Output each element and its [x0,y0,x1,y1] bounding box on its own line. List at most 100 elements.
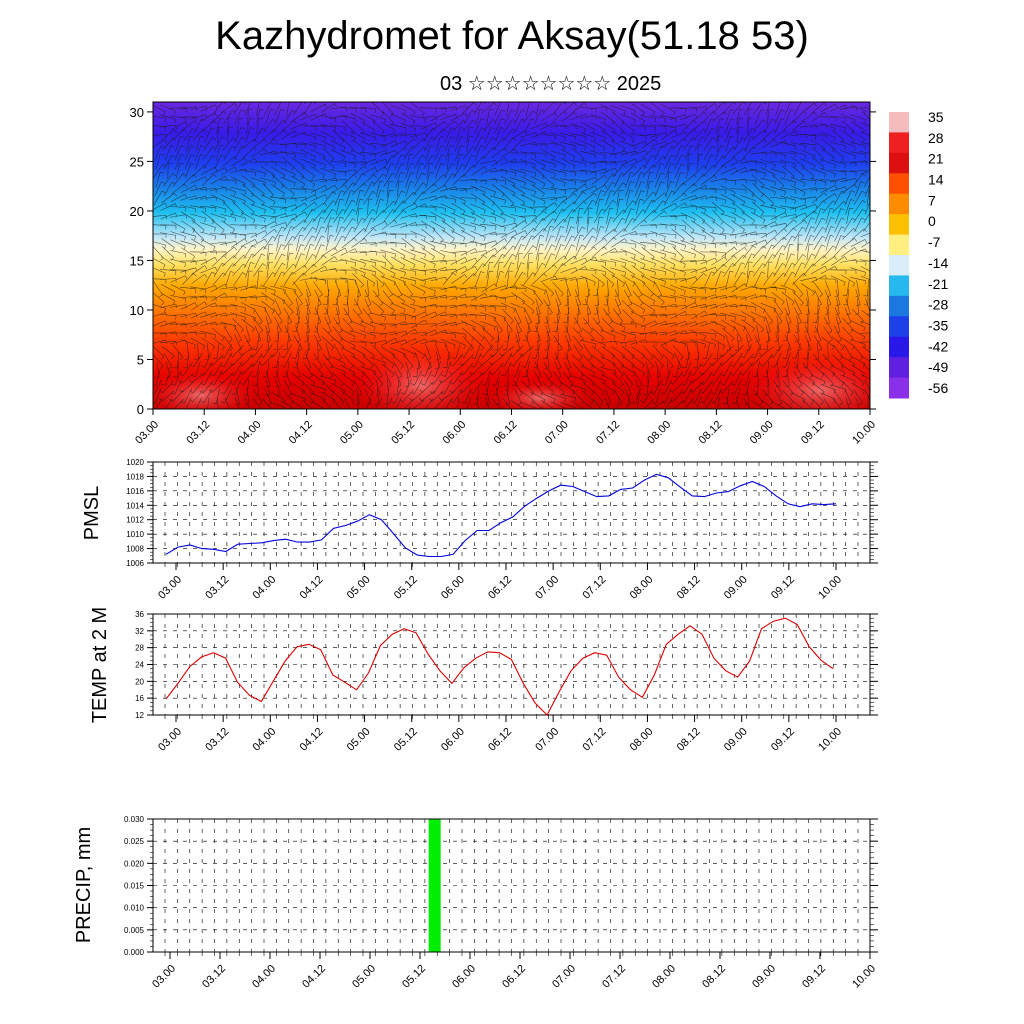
colorbar-labels: 35 28 21 14 7 0 -7 -14 -21 -28 -35 -42 -49 -56 [928,109,948,396]
pmsl-x-tick-label: 03.00 [156,574,184,602]
pmsl-x-tick-label: 07.00 [533,574,561,602]
temp-x-tick-label: 09.00 [722,726,750,754]
pmsl-x-tick-label: 09.12 [769,574,797,602]
heatmap-x-tick-label: 04.00 [236,419,264,447]
colorbar-swatch [889,336,909,358]
colorbar-swatches [889,112,909,399]
precip-x-tick-label: 08.12 [700,963,728,991]
heatmap-x-tick-label: 04.12 [287,419,315,447]
precip-x-tick-label: 05.00 [350,963,378,991]
colorbar-label: -7 [928,234,941,250]
colorbar-swatch [889,214,909,236]
pmsl-y-tick-label: 1012 [126,516,144,525]
colorbar-swatch [889,275,909,297]
precip-y-tick-label: 0.020 [124,859,145,868]
colorbar-swatch [889,377,909,399]
pmsl-y-tick-label: 1020 [126,458,144,467]
temp-x-tick-label: 08.00 [628,726,656,754]
precip-x-axis: 03.00 03.12 04.00 04.12 05.00 05.12 06.00 06.12… [150,952,878,991]
heatmap-x-tick-label: 09.00 [748,419,776,447]
precip-y-label: PRECIP, mm [73,827,95,943]
heatmap-x-tick-label: 06.12 [492,419,520,447]
colorbar-swatch [889,173,909,195]
temp-grid [153,613,870,719]
colorbar-label: -42 [928,338,948,354]
colorbar-label: -14 [928,255,948,271]
temp-x-tick-label: 08.12 [675,726,703,754]
temp-x-axis: 03.00 03.12 04.00 04.12 05.00 05.12 06.00 06.12… [156,715,844,754]
pmsl-y-tick-label: 1014 [126,501,144,510]
pmsl-x-tick-label: 10.00 [816,574,844,602]
pmsl-y-tick-label: 1018 [126,472,144,481]
pmsl-x-tick-label: 05.12 [392,574,420,602]
colorbar-swatch [889,295,909,317]
temp-series [165,617,834,716]
heatmap-x-tick-label: 08.12 [697,419,725,447]
colorbar-swatch [889,234,909,256]
pmsl-grid [153,461,870,567]
temp-x-tick-label: 06.12 [486,726,514,754]
temp-y-label: TEMP at 2 M [89,607,111,723]
precip-y-tick-label: 0.030 [124,815,145,824]
colorbar-label: 21 [928,151,944,167]
temp-x-tick-label: 10.00 [816,726,844,754]
heatmap-y-axis: 0 5 10 15 20 25 30 [130,105,876,417]
colorbar-swatch [889,112,909,133]
colorbar-label: -35 [928,317,948,333]
pmsl-x-tick-label: 08.00 [628,574,656,602]
temp-x-tick-label: 03.12 [203,726,231,754]
temp-y-tick-label: 28 [135,644,144,653]
precip-y-tick-label: 0.000 [124,948,145,957]
pmsl-x-tick-label: 04.00 [250,574,278,602]
heatmap-x-tick-label: 07.00 [543,419,571,447]
colorbar-label: -49 [928,359,948,375]
colorbar-swatch [889,255,909,276]
precip-y-tick-label: 0.005 [124,926,145,935]
heatmap-x-tick-label: 03.00 [133,419,161,447]
pmsl-y-label: PMSL [81,486,103,540]
precip-x-tick-label: 09.00 [750,963,778,991]
precip-grid [153,818,870,956]
wind-barbs [153,102,870,409]
precip-x-tick-label: 04.00 [250,963,278,991]
heatmap-y-tick-label: 25 [130,154,144,169]
colorbar-swatch [889,357,909,379]
temp-panel: 12 16 20 24 28 32 36 03.00 03.12 04.00 04.12 05.00… [89,607,878,754]
precip-y-tick-label: 0.025 [124,837,145,846]
pmsl-y-tick-label: 1006 [126,559,144,568]
precip-y-axis: 0.000 0.005 0.010 0.015 0.020 0.025 0.030 [124,815,878,957]
colorbar-label: 7 [928,192,936,208]
pmsl-x-tick-label: 03.12 [203,574,231,602]
temp-line [165,617,834,716]
pmsl-line [165,473,837,558]
heatmap-y-tick-label: 10 [130,303,144,318]
colorbar-label: -28 [928,297,948,313]
pmsl-x-tick-label: 06.12 [486,574,514,602]
pmsl-x-tick-label: 05.00 [345,574,373,602]
pmsl-x-tick-label: 04.12 [298,574,326,602]
colorbar-label: -56 [928,380,948,396]
temp-y-tick-label: 12 [135,711,144,720]
temp-y-tick-label: 20 [135,677,144,686]
heatmap-y-tick-label: 5 [137,352,144,367]
heatmap-y-tick-label: 0 [137,402,144,417]
heatmap-y-tick-label: 20 [130,204,144,219]
pmsl-series [165,473,837,558]
precip-x-tick-label: 05.12 [400,963,428,991]
temp-x-tick-label: 04.12 [298,726,326,754]
temp-x-tick-label: 07.12 [580,726,608,754]
heatmap-x-tick-label: 06.00 [440,419,468,447]
colorbar-label: 0 [928,213,936,229]
precip-x-tick-label: 10.00 [850,963,878,991]
heatmap-y-tick-label: 15 [130,253,144,268]
precip-y-tick-label: 0.015 [124,882,145,891]
wind-barb-field [153,102,870,409]
heatmap-x-tick-label: 09.12 [799,419,827,447]
pmsl-y-tick-label: 1016 [126,487,144,496]
precip-x-tick-label: 07.12 [600,963,628,991]
pmsl-x-tick-label: 07.12 [580,574,608,602]
heatmap-x-tick-label: 05.12 [389,419,417,447]
precip-panel: 0.000 0.005 0.010 0.015 0.020 0.025 0.030 03.0… [73,815,878,991]
